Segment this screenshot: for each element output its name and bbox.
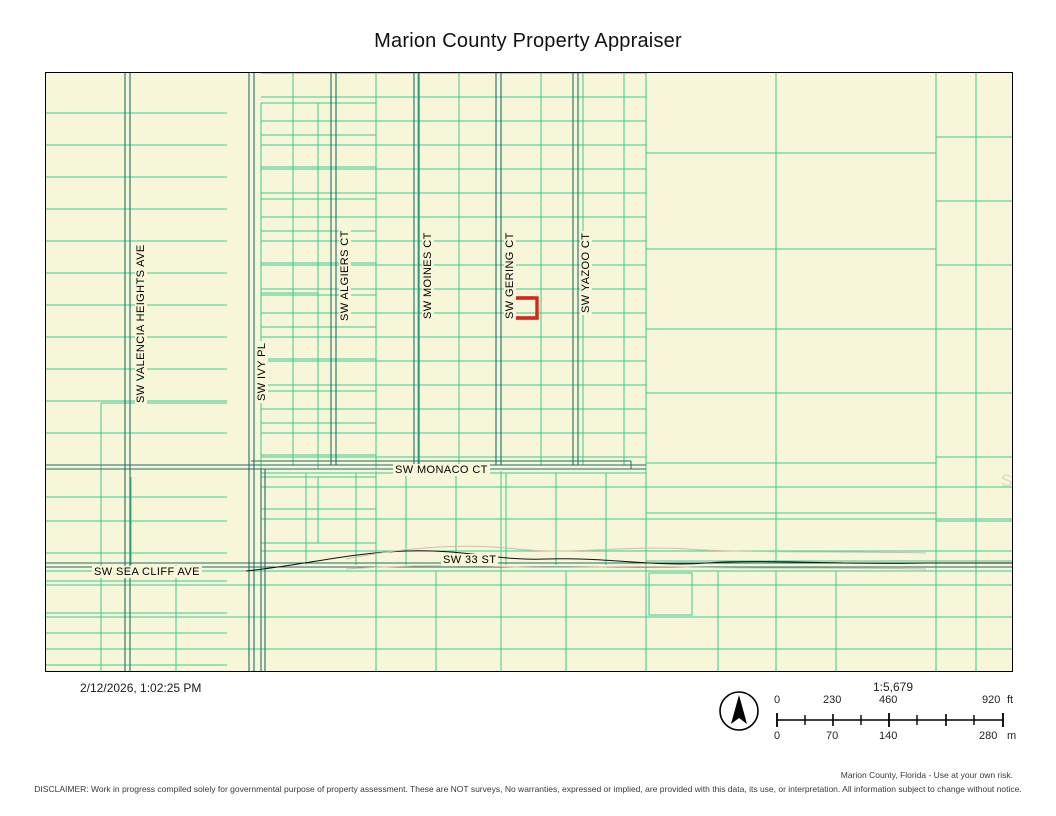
map-attribution: Marion County, Florida - Use at your own… [840, 770, 1013, 780]
scale-m-tick-70: 70 [826, 730, 839, 742]
scale-ft-tick-230: 230 [823, 694, 842, 706]
parcel-map-canvas[interactable]: Stellar MLS [45, 72, 1013, 672]
scale-ft-unit: ft [1007, 694, 1014, 706]
scale-m-tick-280: 280 [979, 730, 998, 742]
scale-ratio-label: 1:5,679 [872, 680, 914, 694]
street-label-sw-algiers-ct: SW ALGIERS CT [339, 228, 351, 323]
scale-bar: 1:5,679 0 230 460 920 ft 0 70 140 280 m [718, 678, 1018, 746]
scale-feet-labels: 0 230 460 920 ft [774, 694, 1022, 708]
scale-m-unit: m [1007, 730, 1017, 742]
street-label-sw-monaco-ct: SW MONACO CT [393, 464, 490, 476]
scale-m-tick-140: 140 [879, 730, 898, 742]
street-label-sw-valencia-heights-ave: SW VALENCIA HEIGHTS AVE [135, 242, 147, 405]
parcel-lines-east-blocks [645, 73, 1012, 671]
scale-ft-tick-460: 460 [879, 694, 898, 706]
street-label-sw-33-st: SW 33 ST [441, 554, 499, 566]
floodplain-outline [345, 545, 927, 570]
scale-m-tick-0: 0 [774, 730, 781, 742]
scale-meters-labels: 0 70 140 280 m [774, 730, 1022, 744]
map-disclaimer: DISCLAIMER: Work in progress compiled so… [34, 784, 1022, 794]
street-label-sw-sea-cliff-ave: SW SEA CLIFF AVE [92, 566, 202, 578]
north-arrow-icon [719, 691, 759, 731]
scale-ft-tick-920: 920 [982, 694, 1001, 706]
scale-ruler-graphic [776, 713, 1004, 727]
parcel-map-svg [46, 73, 1012, 671]
small-south-parcel [648, 572, 693, 616]
map-timestamp: 2/12/2026, 1:02:25 PM [80, 681, 202, 695]
street-label-sw-gering-ct: SW GERING CT [504, 230, 516, 321]
page-title: Marion County Property Appraiser [374, 30, 682, 52]
creek-line [245, 550, 1012, 572]
street-label-sw-yazoo-ct: SW YAZOO CT [580, 230, 592, 315]
street-label-sw-ivy-pl: SW IVY PL [256, 340, 268, 403]
street-label-sw-moines-ct: SW MOINES CT [422, 230, 434, 321]
scale-ft-tick-0: 0 [774, 694, 781, 706]
highlighted-parcel-outline[interactable] [513, 296, 539, 320]
